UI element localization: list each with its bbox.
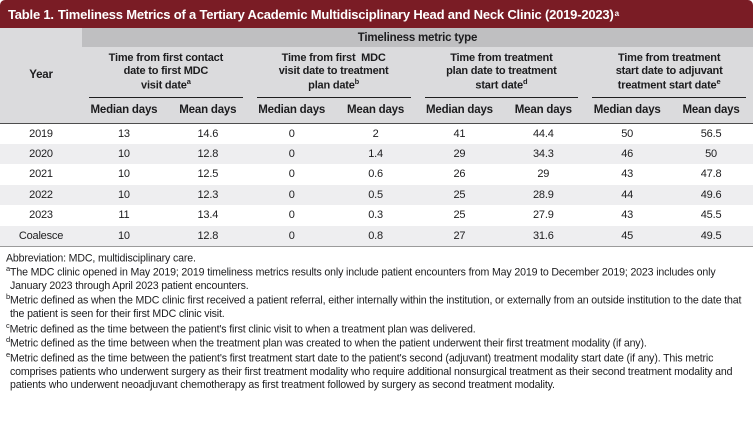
table-number-label: Table 1. (8, 6, 54, 22)
footnote-e: eMetric defined as the time between the … (6, 350, 733, 392)
value-cell: 12.3 (165, 184, 250, 205)
footnote-b: bMetric defined as when the MDC clinic f… (6, 292, 742, 321)
value-cell: 13.4 (197, 209, 219, 222)
value-cell: 12.8 (165, 225, 250, 247)
value-cell: 10 (118, 168, 130, 181)
footnote-d: dMetric defined as the time between when… (6, 335, 647, 350)
value-cell: 0 (288, 209, 295, 222)
mean-days-header: Mean days (165, 98, 250, 124)
median-days-header: Median days (249, 98, 334, 124)
group-header-start-to-adjuvant: Time from treatment start date to adjuvan… (585, 47, 753, 98)
value-cell: 29 (417, 143, 502, 164)
group-header-first-contact: Time from first contact date to first MDC… (82, 47, 250, 98)
median-days-header: Median days (585, 98, 670, 124)
footnote-marker: e (716, 77, 721, 86)
value-cell: 50 (669, 143, 753, 164)
value-cell: 0 (249, 225, 334, 247)
value-cell: 44.4 (533, 127, 554, 140)
mean-days-header: Mean days (669, 98, 753, 124)
value-cell: 11 (118, 209, 130, 222)
value-cell: 29 (537, 168, 550, 181)
value-cell: 31.6 (501, 225, 586, 247)
year-cell: Coalesce (0, 225, 82, 247)
value-cell: 43 (621, 209, 634, 222)
group-header-visit-to-plan: Time from first MDC visit date to treatme… (249, 47, 418, 98)
value-cell: 25 (453, 209, 466, 222)
year-cell: 2022 (0, 184, 82, 205)
year-column-header: Year (0, 28, 82, 124)
value-cell: 43 (621, 168, 634, 181)
value-cell: 45.5 (700, 209, 722, 222)
table-title-text: Timeliness Metrics of a Tertiary Academi… (57, 6, 614, 22)
value-cell: 10 (82, 143, 166, 164)
median-mean-header-row: Median days Mean days Median days Mean d… (0, 98, 753, 124)
mean-days-header: Mean days (333, 98, 418, 124)
value-cell: 41 (453, 127, 466, 140)
value-cell: 0 (249, 143, 334, 164)
table-title-superscript: a (614, 9, 619, 18)
value-cell: 45 (585, 225, 670, 247)
mean-days-header: Mean days (501, 98, 586, 124)
value-cell: 49.6 (669, 184, 753, 205)
value-cell: 0 (249, 184, 334, 205)
value-cell: 0 (288, 168, 295, 181)
year-cell: 2019 (29, 127, 53, 140)
value-cell: 12.5 (197, 168, 219, 181)
value-cell: 12.8 (165, 143, 250, 164)
table-row-2021: 2021 10 12.5 0 0.6 26 29 43 47.8 (0, 164, 753, 185)
year-cell: 2023 (29, 209, 53, 222)
footnotes-block: Abbreviation: MDC, multidisciplinary car… (0, 247, 753, 399)
table-row-2020: 2020 10 12.8 0 1.4 29 34.3 46 50 (0, 143, 753, 164)
metric-type-banner: Timeliness metric type (82, 28, 753, 47)
value-cell: 27 (417, 225, 502, 247)
year-cell: 2021 (29, 168, 53, 181)
group-header-plan-to-start: Time from treatment plan date to treatmen… (417, 47, 586, 98)
value-cell: 28.9 (501, 184, 586, 205)
value-cell: 27.9 (533, 209, 554, 222)
value-cell: 25 (417, 184, 502, 205)
value-cell: 0.3 (368, 209, 383, 222)
metric-type-banner-row: Year Timeliness metric type (0, 28, 753, 124)
footnote-a: aThe MDC clinic opened in May 2019; 2019… (6, 264, 716, 293)
value-cell: 49.5 (669, 225, 753, 247)
value-cell: 46 (585, 143, 670, 164)
year-cell: 2020 (0, 143, 82, 164)
footnote-marker: b (354, 77, 360, 86)
abbreviation-note: Abbreviation: MDC, multidisciplinary car… (6, 252, 196, 265)
table-row-2022: 2022 10 12.3 0 0.5 25 28.9 44 49.6 (0, 184, 753, 205)
value-cell: 13 (118, 127, 130, 140)
value-cell: 56.5 (700, 127, 722, 140)
value-cell: 0.6 (368, 168, 383, 181)
table-title-bar: Table 1. Timeliness Metrics of a Tertiar… (0, 0, 753, 28)
value-cell: 10 (82, 225, 166, 247)
table-row-coalesce: Coalesce 10 12.8 0 0.8 27 31.6 45 49.5 (0, 225, 753, 247)
value-cell: 0.8 (333, 225, 418, 247)
table-row-2019: 2019 13 14.6 0 2 41 44.4 50 56.5 (0, 123, 753, 144)
value-cell: 47.8 (700, 168, 722, 181)
value-cell: 34.3 (501, 143, 586, 164)
value-cell: 10 (82, 184, 166, 205)
metric-group-header-row: Time from first contact date to first MDC… (0, 47, 753, 98)
median-days-header: Median days (82, 98, 166, 124)
value-cell: 14.6 (197, 127, 219, 140)
footnote-c: cMetric defined as the time between the … (6, 320, 476, 336)
value-cell: 44 (585, 184, 670, 205)
value-cell: 26 (453, 168, 466, 181)
footnote-marker: a (186, 77, 191, 86)
value-cell: 2 (372, 127, 379, 140)
timeliness-table: Year Timeliness metric type Time from fi… (0, 28, 753, 247)
value-cell: 50 (621, 127, 634, 140)
value-cell: 1.4 (333, 143, 418, 164)
table-row-2023: 2023 11 13.4 0 0.3 25 27.9 43 45.5 (0, 205, 753, 226)
footnote-marker: d (522, 77, 528, 86)
median-days-header: Median days (417, 98, 502, 124)
value-cell: 0 (288, 127, 295, 140)
value-cell: 0.5 (333, 184, 418, 205)
